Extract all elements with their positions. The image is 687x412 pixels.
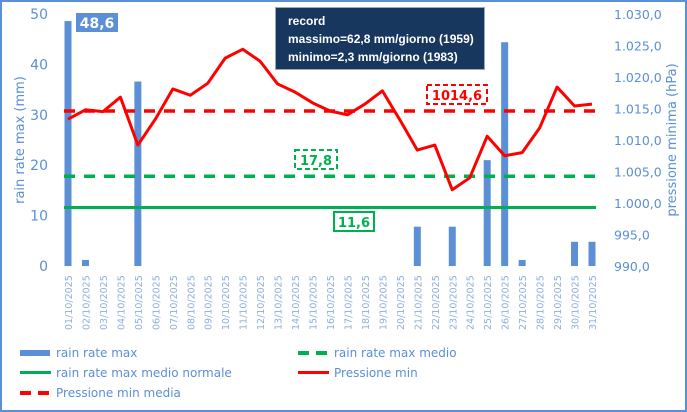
- x-axis: 01/10/2025 02/10/2025 03/10/2025 04/10/2025…: [64, 275, 599, 330]
- bar-value-label: 48,6: [80, 16, 115, 32]
- x-tick-label: 03/10/2025: [99, 275, 110, 330]
- legend-item-rain-rate-max-medio-normale[interactable]: rain rate max medio normale: [18, 364, 232, 382]
- x-tick-label: 14/10/2025: [291, 275, 302, 330]
- rain-bar[interactable]: [413, 226, 421, 266]
- left-tick-label: 30: [30, 108, 48, 124]
- right-tick-label: 1.015,0: [614, 102, 662, 117]
- x-tick-label: 27/10/2025: [518, 275, 529, 330]
- x-tick-label: 31/10/2025: [588, 275, 599, 330]
- right-tick-label: 995,0: [614, 228, 650, 243]
- x-tick-label: 05/10/2025: [134, 275, 145, 330]
- chart-legend: rain rate max rain rate max medio rain r…: [0, 340, 687, 408]
- right-tick-label: 1.020,0: [614, 70, 662, 85]
- legend-label: rain rate max medio: [334, 346, 457, 360]
- bar-swatch-icon: [18, 344, 54, 362]
- rain-normale-label: 11,6: [338, 216, 370, 231]
- legend-item-rain-rate-max[interactable]: rain rate max: [18, 344, 137, 362]
- right-tick-label: 1.030,0: [614, 7, 662, 22]
- legend-item-pressione-min[interactable]: Pressione min: [296, 364, 418, 382]
- record-title: record: [288, 14, 326, 28]
- x-tick-label: 20/10/2025: [396, 275, 407, 330]
- right-tick-label: 1.005,0: [614, 165, 662, 180]
- left-axis-title: rain rate max (mm): [13, 76, 28, 204]
- rain-bar[interactable]: [571, 241, 579, 266]
- left-tick-label: 50: [30, 7, 48, 23]
- legend-label: Pressione min: [334, 366, 418, 380]
- x-tick-label: 01/10/2025: [64, 275, 75, 330]
- x-tick-label: 08/10/2025: [186, 275, 197, 330]
- legend-label: Pressione min media: [56, 386, 181, 400]
- right-tick-label: 990,0: [614, 259, 650, 274]
- bar-value-label-box: [76, 13, 118, 32]
- x-tick-label: 17/10/2025: [343, 275, 354, 330]
- x-tick-label: 18/10/2025: [361, 275, 372, 330]
- rain-medio-label-box: [294, 149, 338, 170]
- pressure-mean-label: 1014,6: [432, 89, 482, 104]
- rain-bar[interactable]: [483, 160, 491, 266]
- record-info-box: record massimo=62,8 mm/giorno (1959) min…: [275, 7, 485, 70]
- dashed-green-line-icon: [296, 344, 332, 362]
- rain-bar[interactable]: [588, 241, 596, 266]
- x-tick-label: 19/10/2025: [378, 275, 389, 330]
- x-tick-label: 13/10/2025: [274, 275, 285, 330]
- solid-red-line-icon: [296, 364, 332, 382]
- solid-green-line-icon: [18, 364, 54, 382]
- rain-bar[interactable]: [134, 81, 142, 266]
- right-axis-title: pressione minima (hPa): [665, 63, 680, 216]
- right-y-axis: 990,0 995,0 1.000,0 1.005,0 1.010,0 1.015,0 1.…: [614, 7, 662, 274]
- legend-item-rain-rate-max-medio[interactable]: rain rate max medio: [296, 344, 457, 362]
- left-tick-label: 20: [30, 158, 48, 174]
- x-tick-label: 12/10/2025: [256, 275, 267, 330]
- x-tick-label: 04/10/2025: [116, 275, 127, 330]
- record-min: minimo=2,3 mm/giorno (1983): [288, 50, 458, 64]
- x-tick-label: 30/10/2025: [571, 275, 582, 330]
- rain-normale-label-box: [333, 211, 375, 232]
- record-max: massimo=62,8 mm/giorno (1959): [288, 32, 474, 46]
- x-tick-label: 24/10/2025: [466, 275, 477, 330]
- legend-item-pressione-min-media[interactable]: Pressione min media: [18, 384, 181, 402]
- legend-label: rain rate max medio normale: [56, 366, 232, 380]
- x-tick-label: 29/10/2025: [553, 275, 564, 330]
- left-tick-label: 10: [30, 209, 48, 225]
- x-tick-label: 22/10/2025: [431, 275, 442, 330]
- rain-medio-label: 17,8: [300, 154, 332, 169]
- x-tick-label: 02/10/2025: [81, 275, 92, 330]
- x-tick-label: 25/10/2025: [483, 275, 494, 330]
- x-tick-label: 21/10/2025: [413, 275, 424, 330]
- x-tick-label: 06/10/2025: [151, 275, 162, 330]
- x-tick-label: 15/10/2025: [309, 275, 320, 330]
- right-tick-label: 1.010,0: [614, 133, 662, 148]
- x-tick-label: 23/10/2025: [448, 275, 459, 330]
- series-lines: [64, 47, 596, 210]
- x-tick-label: 16/10/2025: [326, 275, 337, 330]
- x-tick-label: 28/10/2025: [536, 275, 547, 330]
- rain-bar[interactable]: [64, 21, 72, 266]
- left-y-axis: 0 10 20 30 40 50: [30, 7, 48, 275]
- left-tick-label: 0: [39, 259, 48, 275]
- rain-bar[interactable]: [448, 226, 456, 266]
- annotations: 48,6 1014,6 17,8 11,6: [76, 13, 488, 232]
- x-tick-label: 09/10/2025: [204, 275, 215, 330]
- x-tick-label: 07/10/2025: [169, 275, 180, 330]
- left-tick-label: 40: [30, 57, 48, 73]
- x-tick-label: 26/10/2025: [501, 275, 512, 330]
- x-tick-label: 10/10/2025: [221, 275, 232, 330]
- dashed-red-line-icon: [18, 384, 54, 402]
- chart-plot-area: 0 10 20 30 40 50 990,0 995,0 1.000,0 1.005,0 1.01…: [13, 7, 680, 330]
- rain-bar[interactable]: [518, 259, 526, 266]
- legend-label: rain rate max: [56, 346, 138, 360]
- right-tick-label: 1.025,0: [614, 39, 662, 54]
- x-tick-label: 11/10/2025: [239, 275, 250, 330]
- pressure-mean-label-box: [426, 84, 488, 105]
- rain-bar[interactable]: [81, 259, 89, 266]
- right-tick-label: 1.000,0: [614, 196, 662, 211]
